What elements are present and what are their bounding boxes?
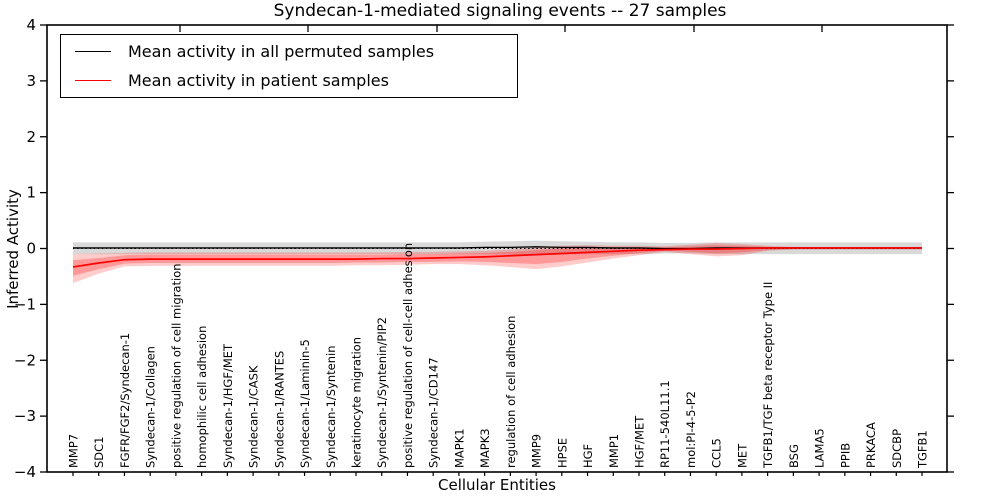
- x-category-label: MAPK1: [452, 428, 466, 468]
- y-tick-label: −1: [14, 295, 36, 313]
- x-category-label: MAPK3: [478, 428, 492, 468]
- x-category-label: Syndecan-1/Syntenin/PIP2: [375, 317, 389, 468]
- x-axis-label: Cellular Entities: [438, 476, 556, 494]
- y-tick-label: 3: [26, 72, 36, 90]
- x-category-label: TGFB1/TGF beta receptor Type II: [761, 282, 775, 469]
- x-category-label: Syndecan-1/Laminin-5: [298, 339, 312, 468]
- patient-samples-spread-outer-band: [73, 242, 922, 284]
- y-axis-label: Inferred Activity: [4, 189, 22, 309]
- legend-label-patient: Mean activity in patient samples: [128, 71, 389, 90]
- x-category-label: MMP7: [67, 434, 81, 468]
- x-category-label: Syndecan-1/RANTES: [272, 351, 286, 468]
- x-category-label: FGFR/FGF2/Syndecan-1: [118, 333, 132, 468]
- x-category-label: MMP9: [530, 434, 544, 468]
- x-category-label: BSG: [787, 444, 801, 468]
- legend-entry-permuted: Mean activity in all permuted samples: [61, 37, 517, 66]
- x-category-label: mol:PI-4-5-P2: [684, 391, 698, 468]
- y-tick-label: 1: [26, 184, 36, 202]
- x-category-label: PRKACA: [864, 422, 878, 468]
- x-category-label: keratinocyte migration: [350, 337, 364, 468]
- y-tick-label: −2: [14, 351, 36, 369]
- chart-title: Syndecan-1-mediated signaling events -- …: [273, 1, 727, 21]
- patient-samples-spread-inner-band: [73, 245, 922, 276]
- y-tick-label: −4: [14, 463, 36, 481]
- x-category-label: Syndecan-1/Collagen: [144, 346, 158, 468]
- legend-box: Mean activity in all permuted samples Me…: [60, 34, 518, 98]
- y-tick-label: 0: [26, 240, 36, 258]
- x-category-label: LAMA5: [813, 428, 827, 468]
- x-category-label: PPIB: [838, 443, 852, 468]
- x-category-label: CCL5: [710, 438, 724, 468]
- x-category-label: Syndecan-1/Syntenin: [324, 345, 338, 468]
- legend-label-permuted: Mean activity in all permuted samples: [128, 42, 435, 61]
- x-category-label: MET: [735, 443, 749, 468]
- x-category-label: SDCBP: [890, 429, 904, 468]
- x-category-label: positive regulation of cell-cell adhesio…: [401, 243, 415, 468]
- x-category-label: RP11-540L11.1: [658, 380, 672, 468]
- patient-line-swatch: [75, 80, 111, 81]
- y-tick-label: −3: [14, 407, 36, 425]
- y-tick-label: 2: [26, 128, 36, 146]
- x-category-label: HGF/MET: [633, 415, 647, 468]
- x-category-label: HGF: [581, 444, 595, 468]
- x-category-label: TGFB1: [916, 430, 930, 469]
- x-category-label: Syndecan-1/HGF/MET: [221, 343, 235, 468]
- permuted-line-swatch: [75, 51, 111, 52]
- x-category-label: HPSE: [555, 438, 569, 468]
- y-tick-label: 4: [26, 16, 36, 34]
- x-category-label: regulation of cell adhesion: [504, 316, 518, 468]
- x-category-label: homophilic cell adhesion: [195, 326, 209, 468]
- legend-entry-patient: Mean activity in patient samples: [61, 66, 517, 95]
- x-category-label: positive regulation of cell migration: [169, 263, 183, 468]
- x-category-label: Syndecan-1/CD147: [427, 357, 441, 468]
- x-category-label: Syndecan-1/CASK: [247, 365, 261, 468]
- x-category-label: SDC1: [92, 436, 106, 468]
- patient-mean-line: [72, 247, 922, 268]
- x-category-label: MMP1: [607, 434, 621, 468]
